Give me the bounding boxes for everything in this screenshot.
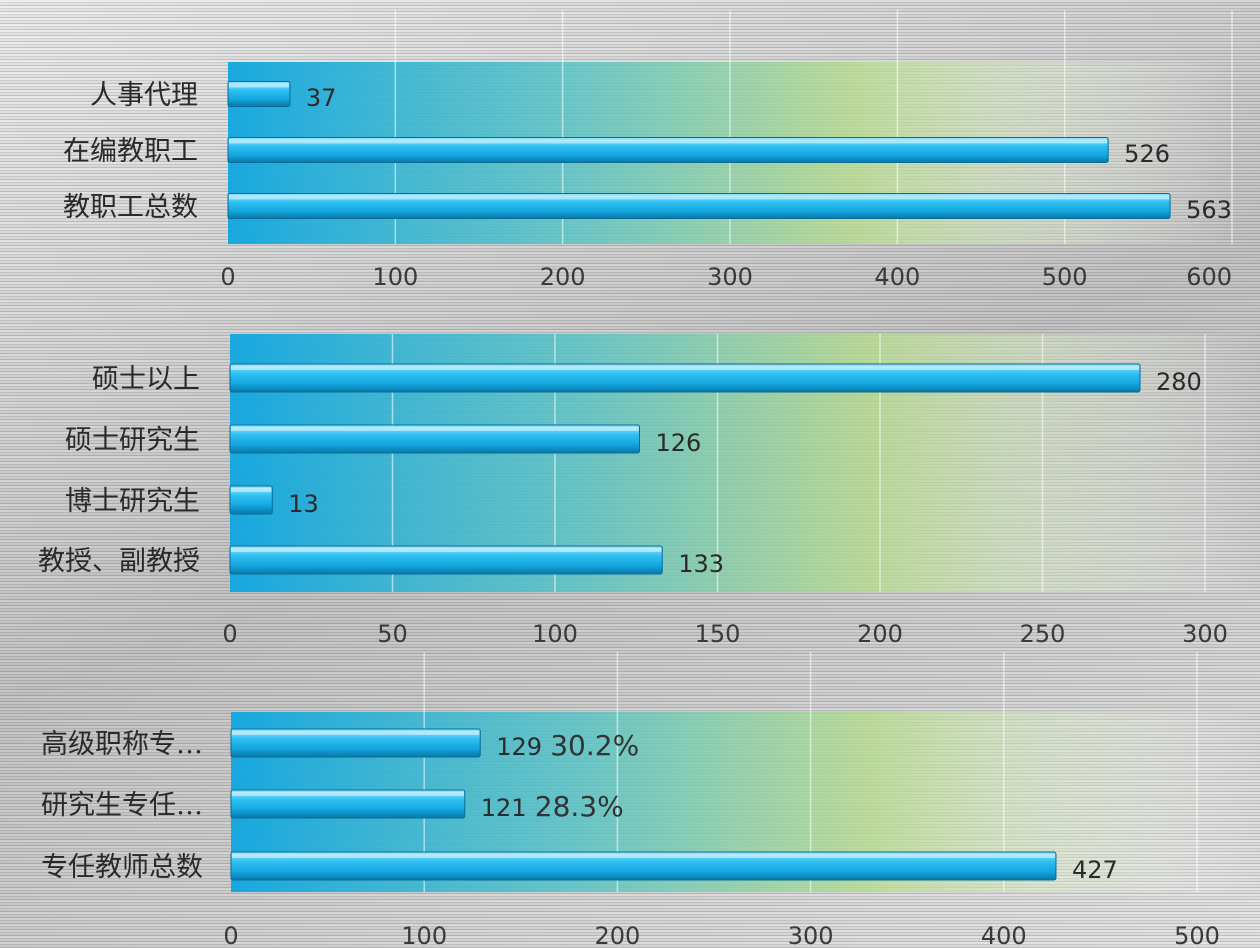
category-label: 专任教师总数 [41,852,203,883]
data-label: 427 [1072,856,1118,884]
bars [229,363,1141,575]
bar-highlight [231,488,272,492]
bar [229,363,1141,393]
x-tick-label: 200 [857,620,903,648]
data-label: 37 [306,84,337,112]
x-tick-label: 300 [707,263,753,291]
x-tick-label: 200 [594,922,640,948]
gridlines [394,10,1233,244]
category-label: 博士研究生 [65,486,200,517]
x-axis-ticks: 0 50 100 150 200 250 300 [222,620,1228,648]
data-label: 129 [496,733,542,761]
bar-highlight [229,139,1108,144]
category-label: 高级职称专… [41,729,203,760]
x-tick-label: 0 [220,263,235,291]
x-axis-ticks: 0 100 200 300 400 500 [223,922,1220,948]
x-tick-label: 50 [377,620,408,648]
x-tick-label: 250 [1020,620,1066,648]
bar [230,728,481,758]
data-label: 121 [481,794,527,822]
x-tick-label: 200 [540,263,586,291]
bar [230,851,1057,881]
category-label: 硕士以上 [92,364,200,395]
category-label: 研究生专任… [41,790,203,821]
x-tick-label: 600 [1186,263,1232,291]
category-label: 在编教职工 [63,136,198,167]
x-tick-label: 100 [401,922,447,948]
bar-highlight [231,548,662,552]
percent-annotations: 30.2% 28.3% [535,729,639,823]
bar [229,485,273,515]
data-label: 13 [288,490,319,518]
bar-highlight [229,195,1170,200]
category-label: 教职工总数 [63,192,198,223]
value-labels: 37 526 563 [306,84,1232,224]
data-label: 526 [1124,140,1170,168]
bar [229,424,640,454]
x-tick-label: 400 [981,922,1027,948]
x-tick-label: 300 [788,922,834,948]
value-labels: 280 126 13 133 [288,368,1202,578]
category-label: 教授、副教授 [38,546,200,577]
percent-annotation: 28.3% [535,790,624,823]
x-tick-label: 0 [222,620,237,648]
bar-highlight [231,427,639,431]
data-label: 563 [1186,196,1232,224]
data-label: 280 [1156,368,1202,396]
bar [230,789,466,819]
percent-annotation: 30.2% [550,729,639,762]
x-tick-label: 500 [1042,263,1088,291]
x-tick-label: 150 [695,620,741,648]
value-labels: 129 121 427 [481,733,1118,884]
data-label: 126 [656,429,702,457]
x-tick-label: 0 [223,922,238,948]
bar [229,545,663,575]
bars [230,728,1057,881]
x-tick-label: 500 [1174,922,1220,948]
x-tick-label: 100 [532,620,578,648]
bar [227,193,1171,219]
bar [227,137,1109,163]
data-label: 133 [678,550,724,578]
x-tick-label: 300 [1182,620,1228,648]
x-axis-ticks: 0 100 200 300 400 500 600 [220,263,1232,291]
category-labels: 高级职称专… 研究生专任… 专任教师总数 [41,729,203,883]
bar-highlight [232,792,464,796]
bar-highlight [231,366,1139,370]
bars [227,81,1171,219]
category-label: 硕士研究生 [65,425,200,456]
bar-highlight [232,731,480,735]
x-tick-label: 400 [874,263,920,291]
bar-highlight [229,83,289,88]
bar-highlight [232,854,1055,858]
bar [227,81,291,107]
x-tick-label: 100 [372,263,418,291]
category-label: 人事代理 [90,80,198,111]
